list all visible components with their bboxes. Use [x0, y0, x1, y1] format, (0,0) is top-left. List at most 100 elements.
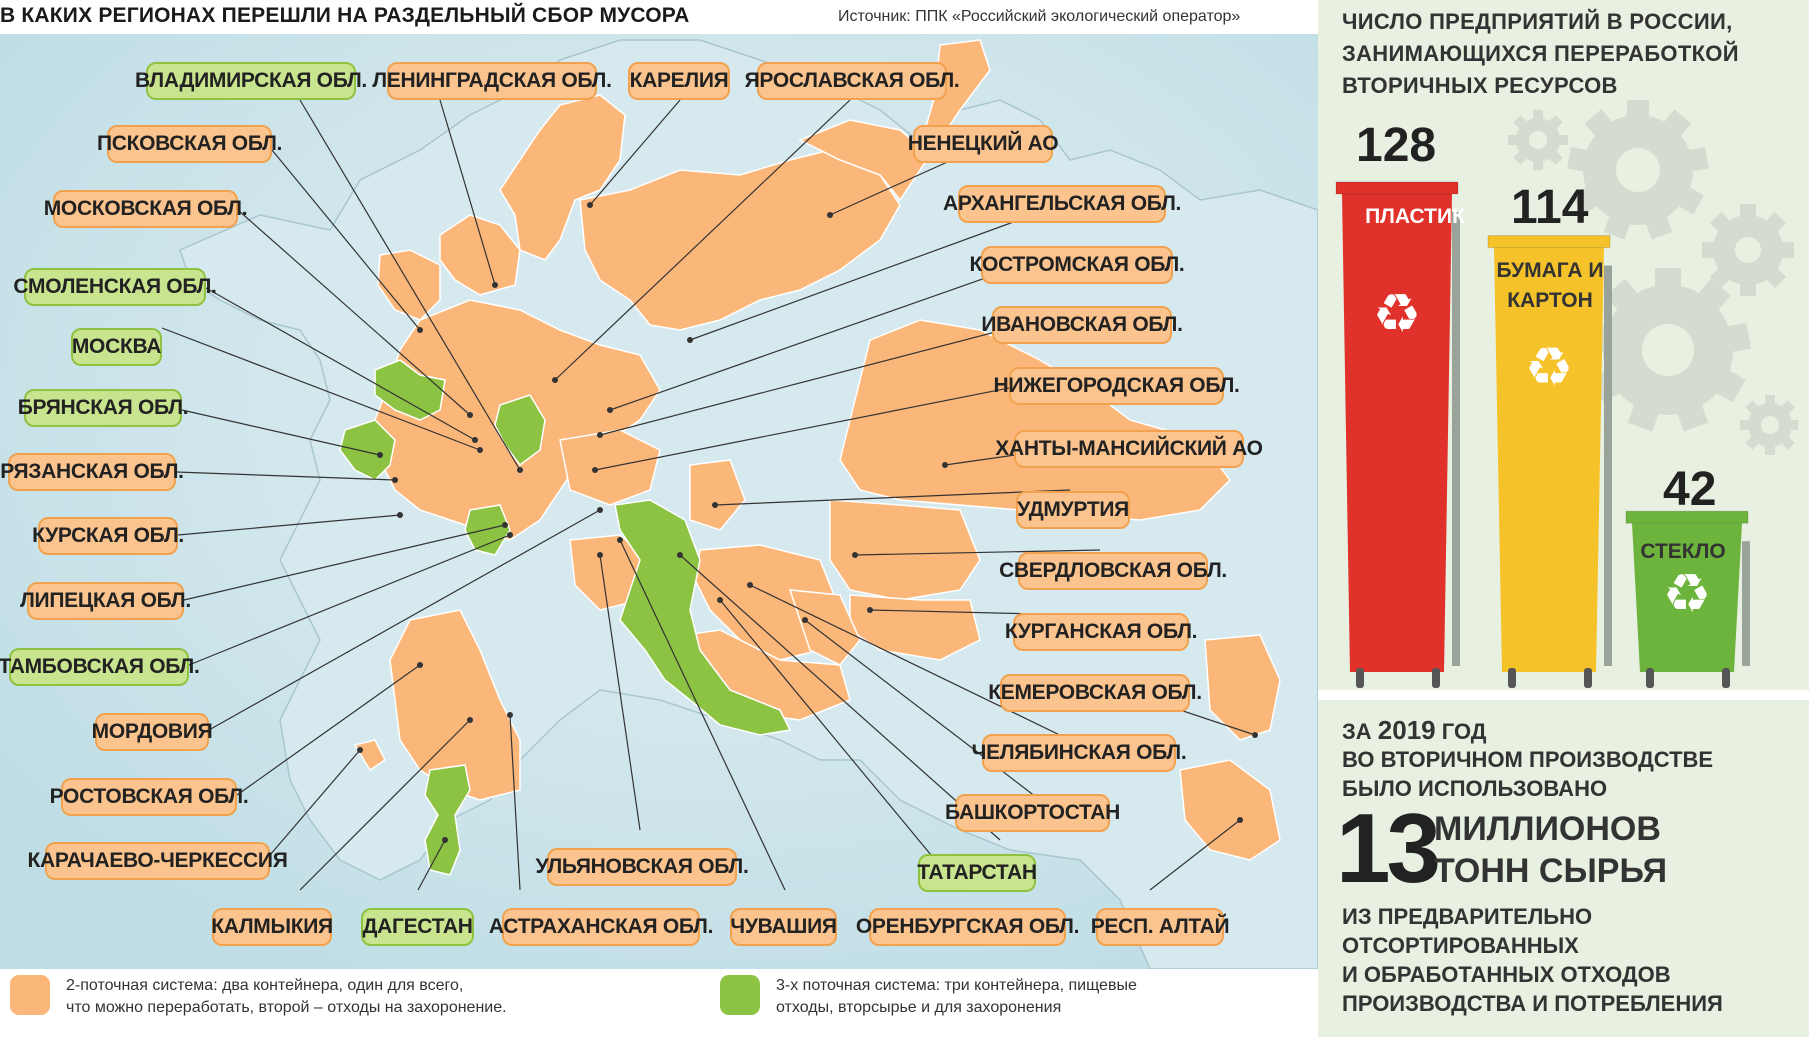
leader-line-34 — [719, 599, 961, 891]
leader-line-22 — [208, 509, 601, 731]
leader-dot-14 — [392, 477, 398, 483]
leader-dot-24 — [417, 662, 423, 668]
leader-line-33 — [619, 539, 786, 891]
bin-handle-2 — [1742, 541, 1750, 666]
label-ivanovo: ИВАНОВСКАЯ ОБЛ. — [981, 306, 1183, 344]
leader-line-32 — [509, 714, 521, 891]
bin-wheel-2-1 — [1722, 668, 1730, 688]
leader-line-20 — [188, 534, 511, 666]
leader-dot-9 — [607, 407, 613, 413]
label-dagestan: ДАГЕСТАН — [361, 908, 474, 946]
bin-wheel-0-1 — [1432, 668, 1440, 688]
leader-line-31 — [417, 839, 446, 891]
label-chelyabinsk: ЧЕЛЯБИНСКАЯ ОБЛ. — [972, 734, 1187, 772]
label-kalmykia: КАЛМЫКИЯ — [211, 908, 333, 946]
leader-dot-17 — [712, 502, 718, 508]
label-orenburg: ОРЕНБУРГСКАЯ ОБЛ. — [856, 908, 1079, 946]
leader-line-3 — [554, 99, 851, 381]
legend-three-stream: 3-х поточная система: три контейнера, пи… — [720, 975, 1137, 1025]
bin-count-glass: 42 — [1663, 463, 1717, 516]
leader-dot-13 — [592, 467, 598, 473]
region-kchr — [353, 739, 386, 772]
bin-wheel-1-1 — [1584, 668, 1592, 688]
leader-dot-26 — [357, 747, 363, 753]
label-kemerovo: КЕМЕРОВСКАЯ ОБЛ. — [988, 674, 1202, 712]
label-smolensk: СМОЛЕНСКАЯ ОБЛ. — [13, 268, 217, 306]
region-nenets — [798, 119, 931, 202]
stat-line-2: ВО ВТОРИЧНОМ ПРОИЗВОДСТВЕ — [1342, 747, 1714, 772]
leader-line-18 — [183, 524, 506, 601]
source-caption: Источник: ППК «Российский экологический … — [838, 8, 1241, 25]
leader-dot-5 — [827, 212, 833, 218]
leader-dot-10 — [477, 447, 483, 453]
stat-year-prefix: ЗА — [1342, 719, 1372, 744]
leader-dot-19 — [852, 552, 858, 558]
bins-chart: ♻ ♻ ♻ — [1335, 181, 1750, 688]
region-dagestan — [424, 764, 471, 876]
leader-line-29 — [599, 554, 641, 831]
stat-line-3: БЫЛО ИСПОЛЬЗОВАНО — [1342, 776, 1608, 801]
leader-dot-23 — [1252, 732, 1258, 738]
label-udmurtia: УДМУРТИЯ — [1016, 491, 1130, 529]
bin-lid-0 — [1335, 181, 1459, 195]
enterprises-panel: ЧИСЛО ПРЕДПРИЯТИЙ В РОССИИ, ЗАНИМАЮЩИХСЯ… — [1318, 0, 1809, 690]
stat-line-4: ИЗ ПРЕДВАРИТЕЛЬНО — [1342, 904, 1593, 929]
leader-dot-15 — [942, 462, 948, 468]
label-karelia: КАРЕЛИЯ — [628, 62, 730, 100]
leader-line-14 — [175, 471, 396, 481]
leader-line-25 — [749, 584, 1071, 741]
leader-dot-16 — [397, 512, 403, 518]
label-mordovia: МОРДОВИЯ — [92, 713, 213, 751]
leader-line-6 — [237, 209, 471, 416]
leader-dot-31 — [442, 837, 448, 843]
label-nizhny: НИЖЕГОРОДСКАЯ ОБЛ. — [993, 367, 1240, 405]
leader-dot-22 — [597, 507, 603, 513]
region-tambov — [464, 504, 511, 556]
label-moscow-oblast: МОСКОВСКАЯ ОБЛ. — [44, 190, 248, 228]
label-moscow: МОСКВА — [71, 328, 162, 366]
region-vladimir-moscow — [494, 394, 546, 467]
legend-two-stream: 2-поточная система: два контейнера, один… — [10, 975, 507, 1025]
stat-big-number: 13 — [1336, 793, 1441, 903]
leader-dot-18 — [502, 522, 508, 528]
region-pskov — [377, 249, 441, 321]
leader-dot-4 — [417, 327, 423, 333]
leader-line-8 — [205, 287, 476, 441]
legend-swatch-orange — [10, 975, 50, 1015]
label-yaroslavl: ЯРОСЛАВСКАЯ ОБЛ. — [745, 62, 960, 100]
label-kostroma: КОСТРОМСКАЯ ОБЛ. — [970, 246, 1185, 284]
legend-text-three-stream: 3-х поточная система: три контейнера, пи… — [776, 977, 1137, 1016]
bin-handle-1 — [1604, 265, 1612, 666]
label-nenets: НЕНЕЦКИЙ АО — [908, 125, 1059, 163]
bin-body-1 — [1494, 247, 1604, 672]
stat-line-6: И ОБРАБОТАННЫХ ОТХОДОВ — [1342, 962, 1671, 987]
leader-dot-6 — [467, 412, 473, 418]
stat-line-7: ПРОИЗВОДСТВА И ПОТРЕБЛЕНИЯ — [1342, 991, 1723, 1016]
leader-dot-30 — [467, 717, 473, 723]
region-leningrad — [439, 214, 521, 296]
leader-dot-8 — [472, 437, 478, 443]
region-south-cluster — [389, 609, 521, 801]
recycle-icon: ♻ — [1373, 282, 1421, 345]
stat-year-line: ЗА 2019 ГОД — [1342, 716, 1486, 746]
label-khanty-mansi: ХАНТЫ-МАНСИЙСКИЙ АО — [995, 430, 1263, 468]
leader-line-2 — [589, 99, 681, 206]
leader-line-17 — [714, 489, 1071, 506]
region-tatarstan — [614, 499, 792, 736]
bin-label-glass: СТЕКЛО — [1640, 540, 1726, 563]
leader-dot-25 — [747, 582, 753, 588]
region-sverdlovsk — [829, 499, 981, 601]
label-lipetsk: ЛИПЕЦКАЯ ОБЛ. — [20, 582, 191, 620]
bin-handle-0 — [1452, 212, 1460, 666]
leader-dot-11 — [597, 432, 603, 438]
region-bryansk — [339, 419, 396, 481]
leader-dot-3 — [552, 377, 558, 383]
leader-dot-12 — [377, 452, 383, 458]
leader-dot-0 — [517, 467, 523, 473]
leader-line-30 — [299, 719, 471, 891]
recycle-icon: ♻ — [1525, 336, 1573, 399]
leader-dot-33 — [617, 537, 623, 543]
leader-dot-7 — [687, 337, 693, 343]
leader-line-24 — [236, 664, 421, 796]
label-leningrad: ЛЕНИНГРАДСКАЯ ОБЛ. — [372, 62, 612, 100]
